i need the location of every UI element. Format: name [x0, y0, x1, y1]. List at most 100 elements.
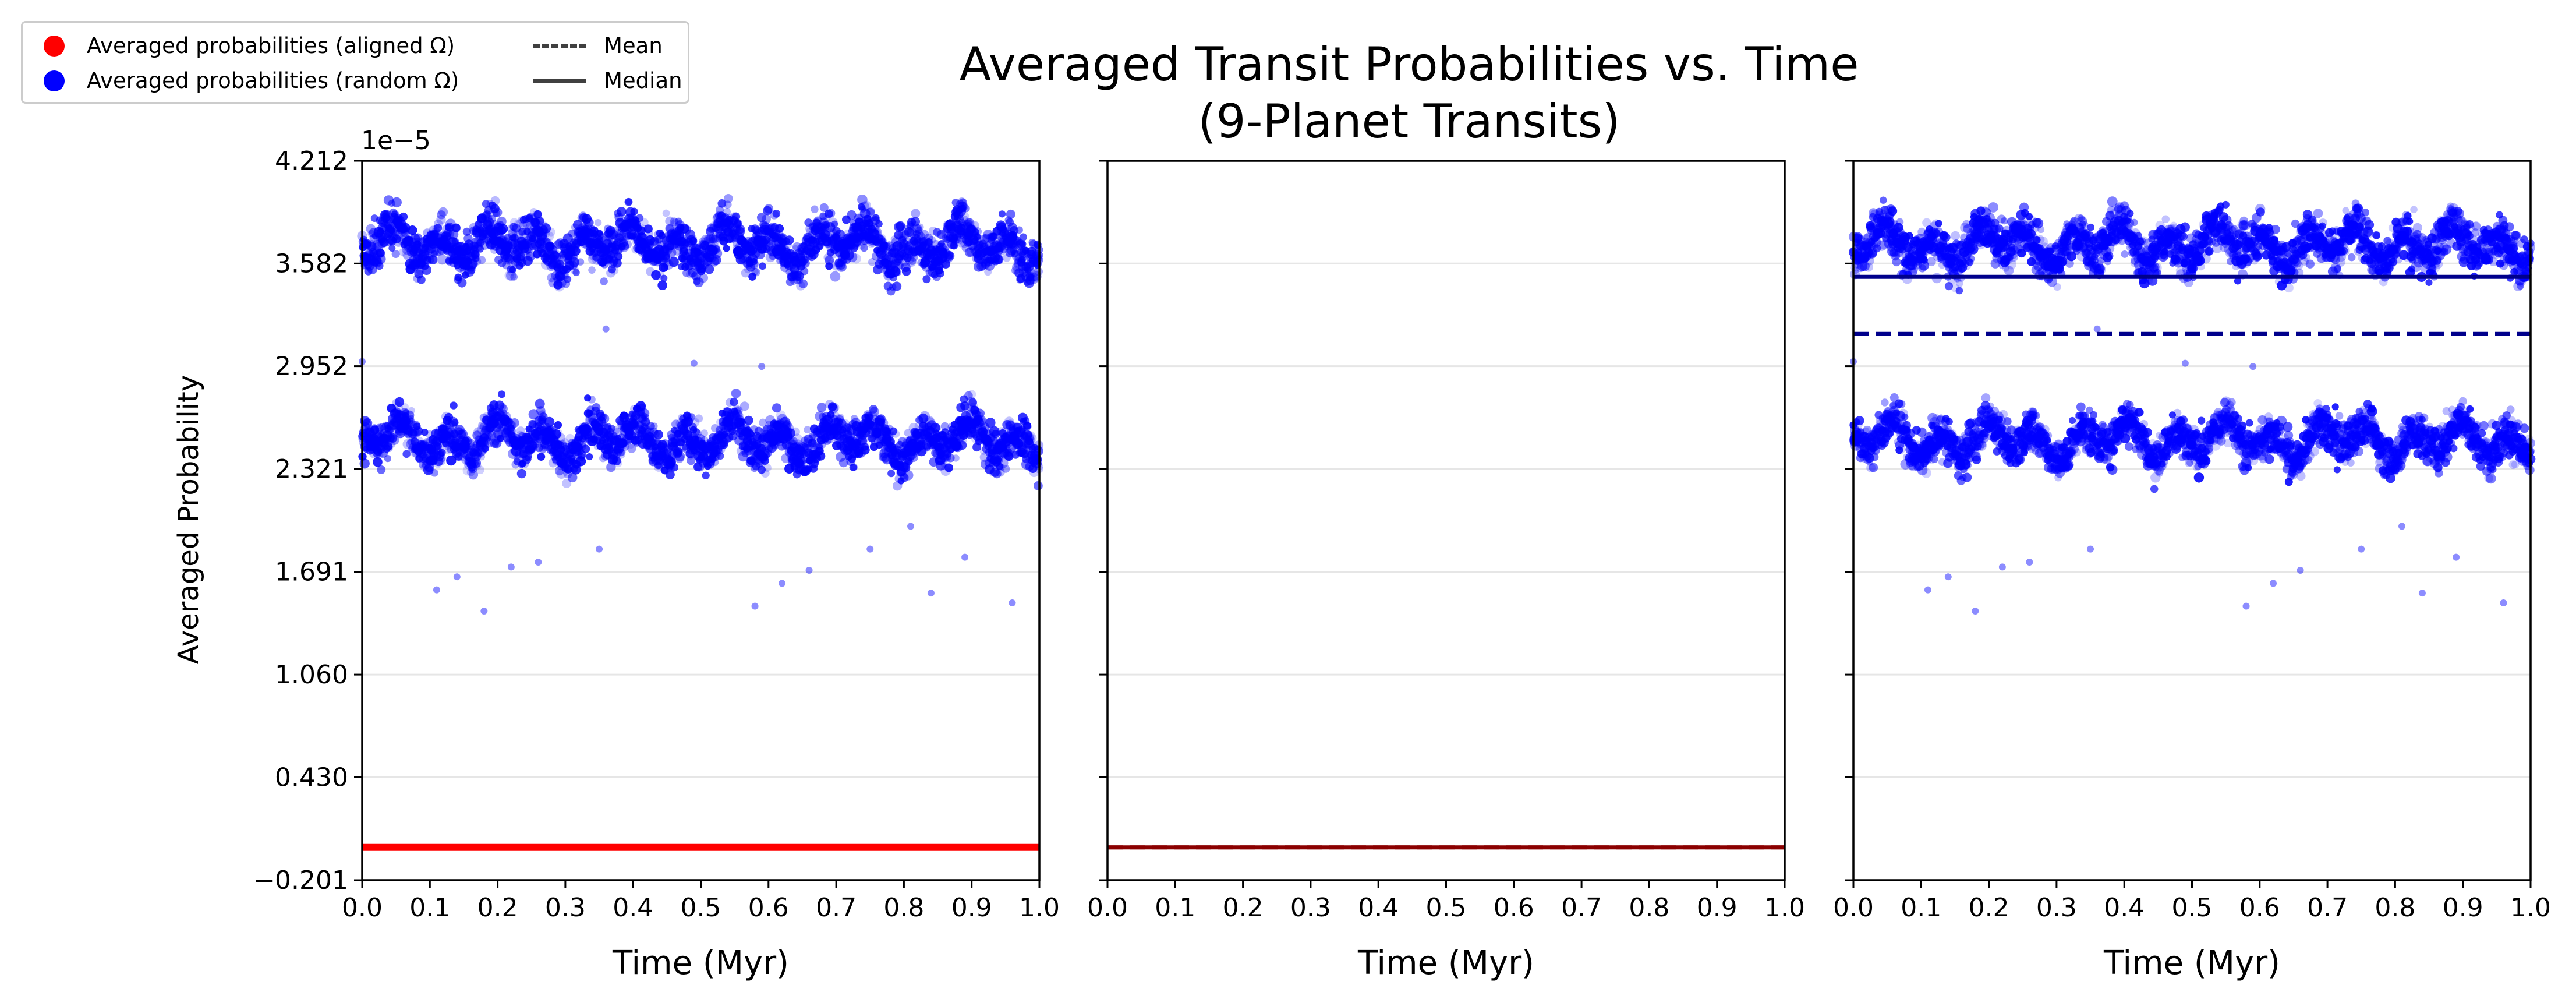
data-point [730, 397, 738, 407]
data-point [744, 415, 753, 425]
data-point [614, 458, 622, 468]
data-point [407, 225, 417, 235]
data-point [811, 205, 819, 213]
y-tick-label: 1.691 [275, 557, 348, 587]
data-point [952, 454, 960, 462]
data-point [525, 454, 532, 462]
axes-frame [1106, 160, 1786, 881]
data-point [830, 271, 841, 282]
x-tick-label: 0.6 [748, 893, 789, 923]
data-point [668, 257, 679, 267]
x-tick-label: 1.0 [1019, 893, 1060, 923]
data-point [866, 207, 875, 216]
data-point [967, 390, 976, 399]
data-point [689, 237, 698, 245]
data-point [891, 430, 900, 438]
data-point [437, 210, 446, 220]
data-point [851, 253, 861, 264]
data-point [860, 445, 870, 455]
data-point [372, 243, 380, 251]
data-point [477, 256, 486, 264]
data-point [377, 249, 385, 258]
data-point [602, 325, 610, 333]
data-point [1028, 433, 1037, 443]
data-point [509, 418, 519, 428]
data-point [798, 279, 808, 288]
data-point [962, 204, 970, 213]
data-point [509, 266, 516, 274]
y-tick-label: 4.212 [275, 146, 348, 176]
x-tick-label: 0.3 [545, 893, 586, 923]
data-point [451, 223, 461, 232]
data-point [650, 422, 658, 430]
data-point [1935, 220, 1942, 227]
x-tick-label: 0.8 [1629, 893, 1669, 923]
data-point [554, 421, 562, 429]
data-point [359, 458, 370, 469]
data-point [761, 214, 771, 224]
data-point [417, 276, 426, 284]
data-point [816, 403, 827, 412]
y-tick-label: 2.321 [275, 454, 348, 484]
x-tick-label: 0.3 [1290, 893, 1331, 923]
data-point [1033, 481, 1043, 490]
data-point [752, 268, 760, 277]
data-point [1006, 209, 1015, 219]
x-tick-label: 0.0 [1087, 893, 1128, 923]
data-point [660, 274, 668, 282]
data-point [1951, 231, 1961, 241]
x-tick-label: 0.0 [342, 893, 383, 923]
data-point [434, 224, 443, 232]
data-point [596, 545, 603, 553]
data-point [1034, 456, 1042, 464]
data-point [433, 586, 440, 594]
data-point [784, 235, 794, 245]
data-point [892, 281, 902, 291]
data-point [911, 209, 921, 218]
x-tick-label: 1.0 [1764, 893, 1805, 923]
data-point [490, 196, 500, 206]
data-point [875, 220, 883, 228]
data-point [838, 263, 847, 271]
data-point [376, 254, 386, 264]
y-tick-label: 1.060 [275, 660, 348, 690]
data-point [544, 416, 555, 428]
x-axis-label: Time (Myr) [612, 944, 789, 982]
x-tick-label: 0.5 [681, 893, 721, 923]
data-point [690, 359, 698, 367]
data-point [973, 227, 982, 236]
data-point [537, 453, 546, 461]
data-point [763, 464, 772, 472]
x-tick-label: 0.5 [1426, 893, 1467, 923]
data-point [438, 207, 448, 217]
data-point [772, 210, 781, 218]
data-point [507, 563, 515, 571]
data-point [903, 470, 914, 481]
data-point [430, 469, 439, 477]
data-point [389, 227, 397, 236]
data-point [866, 545, 874, 553]
data-point [816, 451, 826, 461]
data-point [1015, 226, 1023, 234]
data-point [398, 248, 406, 256]
data-point [1892, 257, 1901, 267]
x-tick-label: 0.7 [816, 893, 857, 923]
data-point [408, 407, 415, 414]
data-point [422, 265, 432, 276]
data-point [826, 209, 836, 218]
data-point [670, 463, 678, 472]
data-point [535, 559, 542, 566]
x-tick-label: 0.8 [883, 893, 924, 923]
data-point [695, 414, 703, 423]
x-tick-label: 0.7 [1561, 893, 1602, 923]
data-point [1023, 422, 1032, 431]
data-point [399, 212, 408, 221]
data-point [472, 255, 480, 262]
data-point [936, 269, 944, 278]
data-point [462, 227, 471, 236]
data-point [805, 566, 813, 574]
data-point [438, 454, 446, 463]
data-point [377, 465, 386, 474]
